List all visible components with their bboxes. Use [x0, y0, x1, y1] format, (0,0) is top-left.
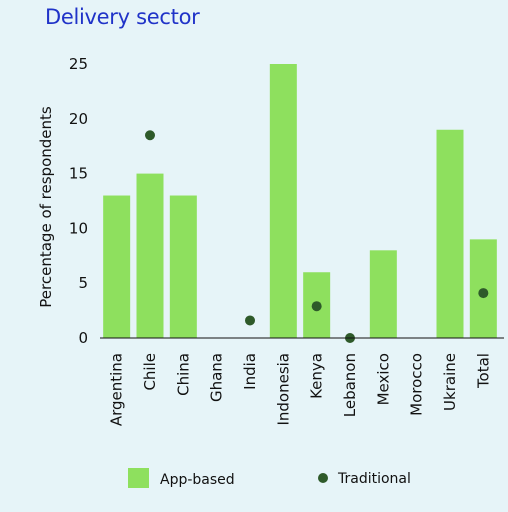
y-tick-label: 25	[69, 55, 88, 73]
bar-chile	[136, 173, 164, 338]
x-tick-label: India	[241, 353, 259, 390]
x-tick-label: Lebanon	[341, 353, 359, 417]
bars-group	[103, 64, 497, 338]
legend-label-traditional: Traditional	[337, 471, 411, 487]
x-tick-label: Ukraine	[441, 353, 459, 411]
y-tick-label: 10	[69, 219, 88, 237]
y-tick-label: 5	[78, 274, 88, 292]
bar-china	[169, 195, 197, 338]
x-tick-label: Indonesia	[274, 353, 292, 426]
x-tick-label: Argentina	[108, 353, 126, 426]
dot-total	[478, 288, 489, 299]
y-axis: 0 5 10 15 20 25	[69, 55, 88, 347]
bar-ukraine	[436, 129, 464, 338]
y-tick-label: 20	[69, 110, 88, 128]
y-tick-label: 0	[78, 329, 88, 347]
legend-swatch-app-based	[128, 468, 149, 488]
x-tick-label: Kenya	[308, 353, 326, 399]
x-tick-label: Mexico	[374, 353, 392, 405]
x-tick-label: China	[174, 353, 192, 396]
bar-argentina	[103, 195, 131, 338]
y-axis-title: Percentage of respondents	[37, 106, 55, 308]
legend: App-based Traditional	[128, 468, 411, 488]
x-axis: Argentina Chile China Ghana India Indonesia Ke…	[100, 337, 504, 426]
dot-chile	[145, 130, 155, 141]
y-tick-label: 15	[69, 165, 88, 183]
chart-title: Delivery sector	[45, 5, 200, 29]
x-tick-label: Total	[474, 353, 492, 389]
bar-mexico	[369, 250, 397, 338]
x-tick-label: Chile	[141, 353, 159, 391]
dot-kenya	[311, 301, 322, 312]
x-tick-label: Ghana	[208, 353, 226, 402]
legend-marker-traditional	[318, 473, 328, 483]
bar-indonesia	[269, 64, 297, 338]
legend-label-app-based: App-based	[160, 472, 235, 488]
dots-group	[145, 130, 489, 343]
dot-india	[245, 315, 255, 326]
x-tick-label: Morocco	[408, 353, 426, 416]
